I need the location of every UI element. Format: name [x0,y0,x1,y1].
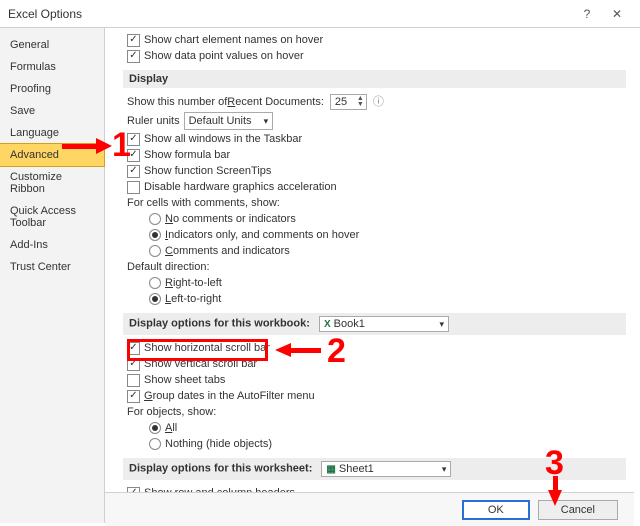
workbook-select[interactable]: XBook1▾ [319,316,449,332]
radio-comments-indicators[interactable] [149,245,161,257]
ruler-units-select[interactable]: Default Units▾ [184,112,274,130]
annotation-arrow-1 [62,144,98,149]
radio-objects-nothing[interactable] [149,438,161,450]
section-workbook: Display options for this workbook: XBook… [123,313,626,335]
radio-objects-all[interactable] [149,422,161,434]
annotation-arrow-3-head [548,490,562,506]
sidebar-item-addins[interactable]: Add-Ins [0,234,104,256]
window-title: Excel Options [8,7,82,21]
checkbox-point-values[interactable] [127,50,140,63]
sidebar-item-save[interactable]: Save [0,100,104,122]
ok-button[interactable]: OK [462,500,530,520]
sidebar-item-formulas[interactable]: Formulas [0,56,104,78]
section-display: Display [123,70,626,88]
recent-docs-spinner[interactable]: 25▲▼ [330,94,367,110]
sidebar-item-language[interactable]: Language [0,122,104,144]
ruler-units-row: Ruler units Default Units▾ [123,111,626,131]
help-button[interactable]: ? [572,4,602,24]
label-point-values: Show data point values on hover [144,49,304,63]
sidebar-item-trust-center[interactable]: Trust Center [0,256,104,278]
worksheet-select[interactable]: ▦Sheet1▾ [321,461,451,477]
checkbox-sheet-tabs[interactable] [127,374,140,387]
sidebar-item-proofing[interactable]: Proofing [0,78,104,100]
checkbox-formula-bar[interactable] [127,149,140,162]
checkbox-chart-names[interactable] [127,34,140,47]
radio-indicators-only[interactable] [149,229,161,241]
recent-docs-row: Show this number of Recent Documents: 25… [123,93,626,111]
close-button[interactable]: ✕ [602,4,632,24]
checkbox-group-dates[interactable] [127,390,140,403]
radio-ltr[interactable] [149,293,161,305]
annotation-arrow-1-head [96,138,112,154]
sidebar-item-customize-ribbon[interactable]: Customize Ribbon [0,166,104,200]
checkbox-all-windows[interactable] [127,133,140,146]
sidebar: General Formulas Proofing Save Language … [0,28,105,523]
checkbox-disable-hw[interactable] [127,181,140,194]
content-pane: Show chart element names on hover Show d… [105,28,640,523]
sidebar-item-qat[interactable]: Quick Access Toolbar [0,200,104,234]
titlebar: Excel Options ? ✕ [0,0,640,28]
annotation-box-2 [127,339,268,361]
radio-no-comments[interactable] [149,213,161,225]
annotation-arrow-2-head [275,343,291,357]
label-chart-names: Show chart element names on hover [144,33,323,47]
section-worksheet: Display options for this worksheet: ▦She… [123,458,626,480]
help-icon[interactable]: ⓘ [373,95,384,109]
checkbox-screentips[interactable] [127,165,140,178]
sidebar-item-general[interactable]: General [0,34,104,56]
radio-rtl[interactable] [149,277,161,289]
annotation-arrow-2-shaft [291,348,321,353]
